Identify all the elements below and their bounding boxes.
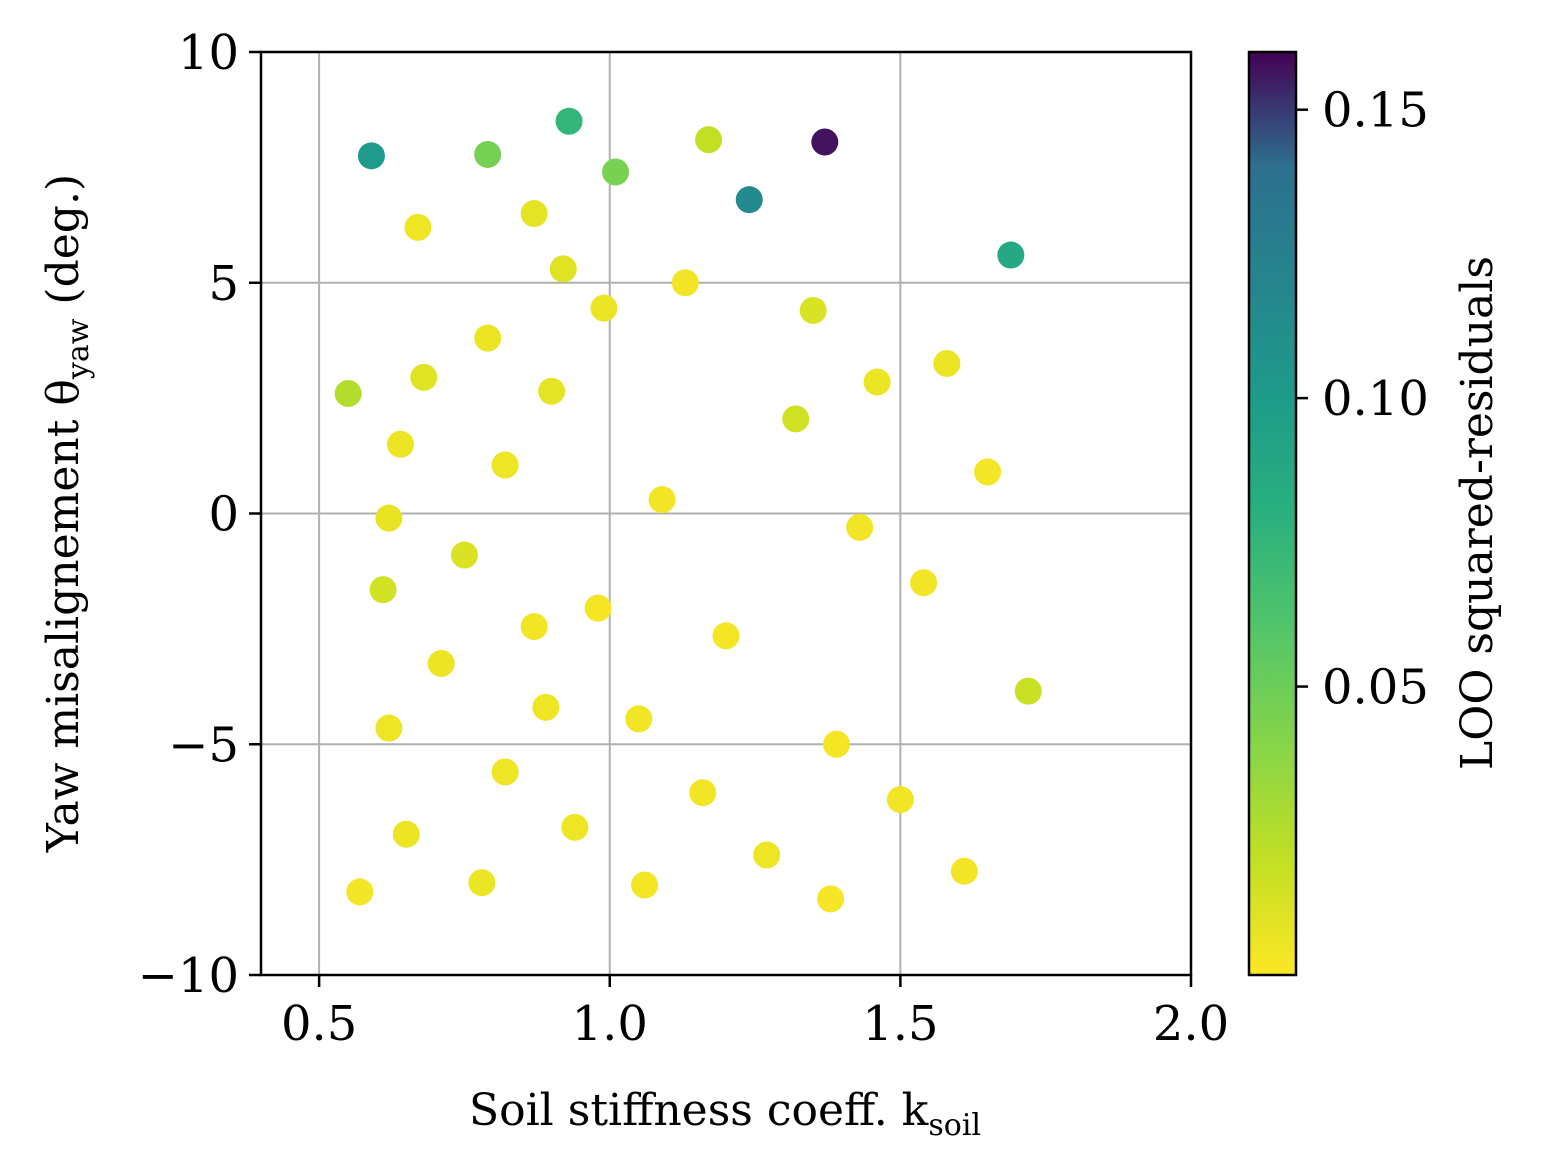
scatter-point xyxy=(369,576,397,604)
colorbar-ticks: 0.05 0.10 0.15 xyxy=(1296,83,1429,716)
scatter-point xyxy=(974,458,1002,486)
y-tick-label: −10 xyxy=(138,948,239,1004)
scatter-point xyxy=(346,878,374,906)
x-tick-label: 0.5 xyxy=(281,996,357,1052)
scatter-point xyxy=(549,255,577,283)
x-axis-label-main: Soil stiffness coeff. k xyxy=(469,1085,929,1136)
colorbar-tick-label: 0.15 xyxy=(1322,83,1429,139)
scatter-point xyxy=(631,871,659,899)
data-points xyxy=(334,107,1042,913)
scatter-point xyxy=(410,363,438,391)
colorbar xyxy=(1247,50,1298,977)
scatter-point xyxy=(886,786,914,814)
y-axis-label-sub: yaw xyxy=(61,318,96,380)
scatter-point xyxy=(334,380,362,408)
scatter-point xyxy=(602,158,630,186)
scatter-point xyxy=(811,128,839,156)
scatter-point xyxy=(357,142,385,170)
colorbar-label: LOO squared-residuals xyxy=(1452,256,1503,770)
scatter-point xyxy=(817,885,845,913)
scatter-point xyxy=(387,430,414,458)
colorbar-tick-label: 0.10 xyxy=(1322,371,1429,427)
scatter-point xyxy=(584,594,612,622)
y-tick-label: 10 xyxy=(178,25,239,81)
scatter-point xyxy=(753,841,781,869)
scatter-point xyxy=(474,324,502,352)
y-axis-label: Yaw misalignement θyaw (deg.) xyxy=(38,174,96,853)
scatter-point xyxy=(933,350,961,378)
scatter-point xyxy=(532,693,560,721)
scatter-point xyxy=(427,649,455,677)
scatter-point xyxy=(520,200,548,228)
scatter-point xyxy=(404,213,432,241)
scatter-point xyxy=(491,758,519,786)
scatter-point xyxy=(1014,677,1042,705)
scatter-point xyxy=(375,714,403,742)
colorbar-tick-label: 0.05 xyxy=(1322,660,1429,716)
scatter-point xyxy=(561,813,589,841)
scatter-point xyxy=(375,504,403,532)
y-axis-label-suffix: (deg.) xyxy=(38,174,89,305)
scatter-point xyxy=(392,820,420,848)
scatter-point xyxy=(555,107,583,135)
scatter-point xyxy=(950,857,978,885)
scatter-point xyxy=(625,705,653,733)
scatter-point xyxy=(474,140,502,168)
scatter-point xyxy=(735,186,763,214)
scatter-point xyxy=(997,241,1025,269)
scatter-point xyxy=(671,269,699,297)
y-tick-label: 0 xyxy=(208,487,239,543)
x-axis-label: Soil stiffness coeff. ksoil xyxy=(469,1085,981,1143)
y-axis-label-main: Yaw misalignement θ xyxy=(38,379,89,853)
y-tick-label: 5 xyxy=(208,256,239,312)
y-axis-ticks: −10 −5 0 5 10 xyxy=(138,25,261,1004)
x-tick-label: 1.5 xyxy=(862,996,938,1052)
scatter-point xyxy=(450,541,478,569)
scatter-point xyxy=(491,451,519,479)
scatter-point xyxy=(712,622,740,650)
x-axis-ticks: 0.5 1.0 1.5 2.0 xyxy=(281,975,1229,1052)
scatter-point xyxy=(910,569,938,597)
scatter-point xyxy=(695,126,723,154)
scatter-point xyxy=(538,377,566,405)
x-axis-label-sub: soil xyxy=(928,1108,981,1143)
scatter-point xyxy=(590,294,618,322)
scatter-point xyxy=(468,869,496,897)
scatter-point xyxy=(689,779,717,807)
scatter-point xyxy=(822,730,850,758)
scatter-point xyxy=(520,613,548,641)
x-tick-label: 1.0 xyxy=(572,996,648,1052)
scatter-point xyxy=(799,296,827,324)
scatter-point xyxy=(846,513,874,541)
scatter-point xyxy=(782,405,810,433)
x-tick-label: 2.0 xyxy=(1153,996,1229,1052)
scatter-point xyxy=(648,486,676,514)
scatter-point xyxy=(863,368,891,396)
y-tick-label: −5 xyxy=(168,717,239,773)
